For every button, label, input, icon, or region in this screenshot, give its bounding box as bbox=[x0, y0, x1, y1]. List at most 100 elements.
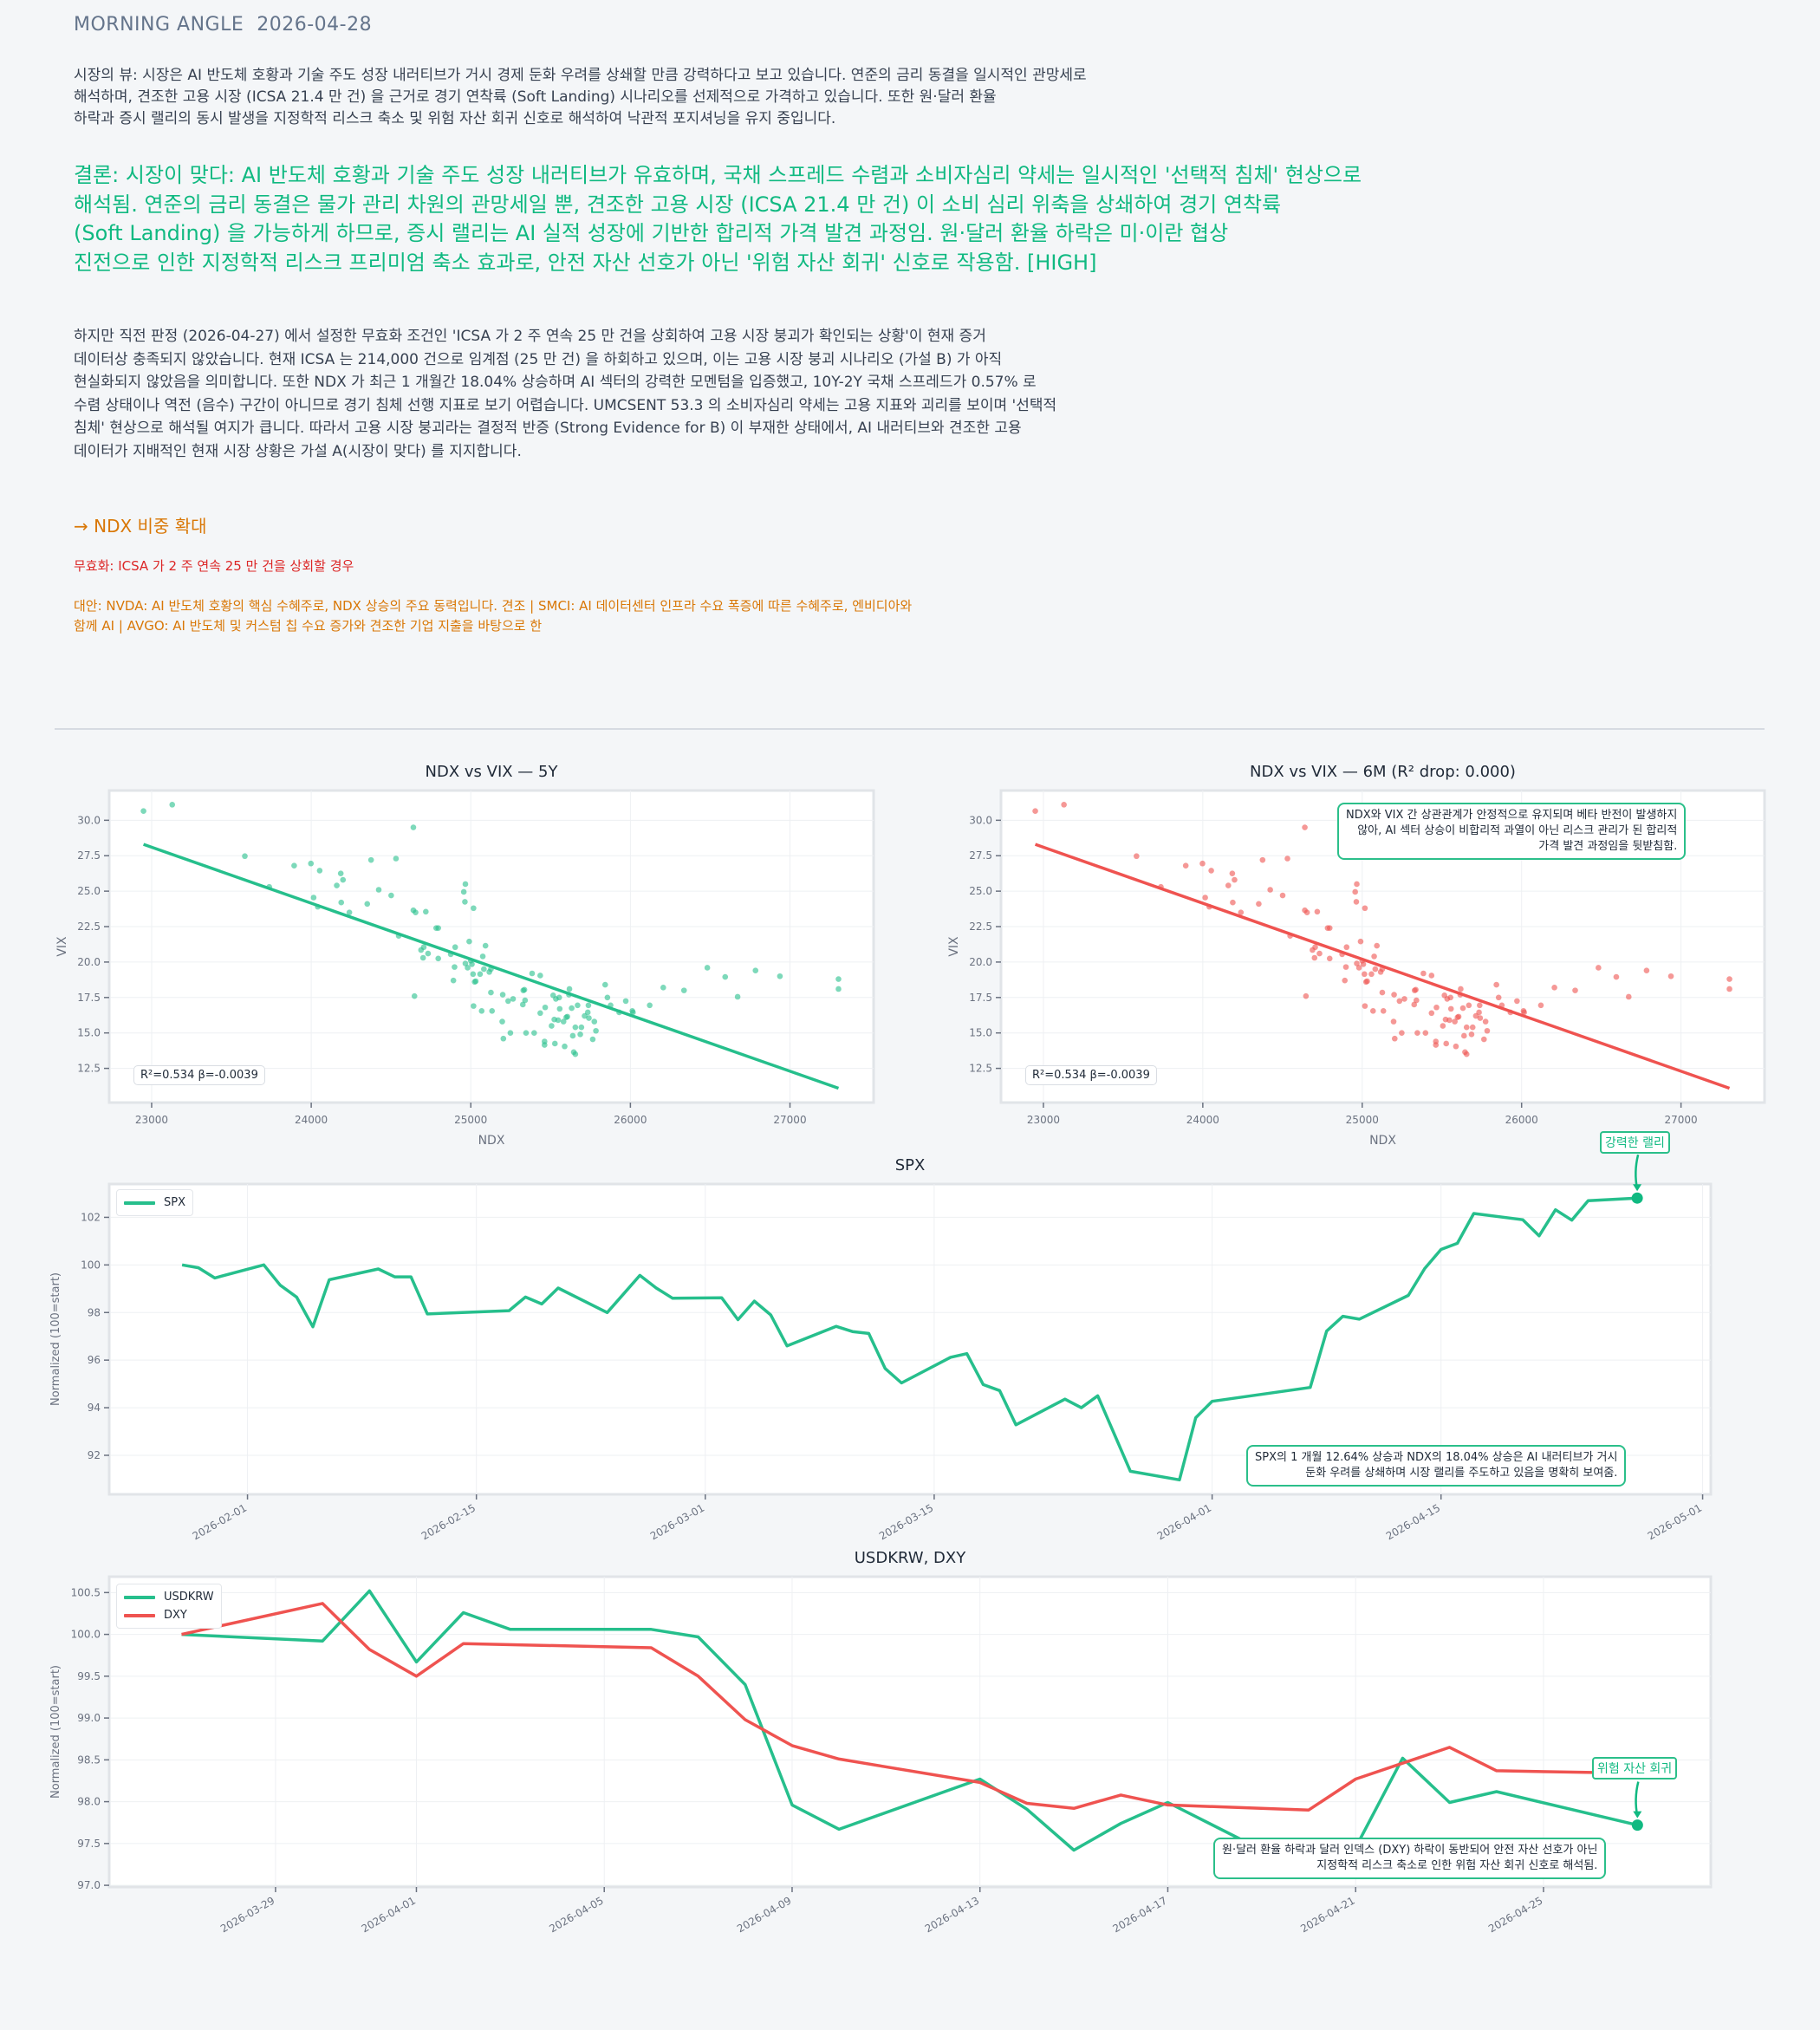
scatter-point bbox=[334, 882, 340, 888]
scatter-point bbox=[308, 860, 315, 867]
y-axis-label: VIX bbox=[947, 936, 961, 957]
scatter-point bbox=[578, 1024, 585, 1031]
scatter-point bbox=[507, 1030, 514, 1036]
y-tick-label: 27.5 bbox=[969, 849, 992, 862]
y-tick-label: 99.5 bbox=[77, 1670, 101, 1682]
scatter-point bbox=[604, 994, 611, 1001]
y-tick-label: 20.0 bbox=[77, 956, 101, 968]
scatter-point bbox=[479, 953, 486, 960]
x-tick-label: 2026-04-01 bbox=[360, 1894, 418, 1935]
scatter-point bbox=[589, 1036, 596, 1043]
annotation-line: 지정학적 리스크 축소로 인한 위험 자산 회귀 신호로 해석됨. bbox=[1316, 1859, 1598, 1872]
scatter-point bbox=[499, 1018, 505, 1025]
x-tick-label: 27000 bbox=[773, 1114, 806, 1126]
scatter-point bbox=[577, 1031, 583, 1038]
scatter-point bbox=[556, 1005, 563, 1012]
spx-annotation: SPX의 1 개월 12.64% 상승과 NDX의 18.04% 상승은 AI … bbox=[1246, 1445, 1627, 1487]
legend-label: SPX bbox=[164, 1196, 185, 1209]
scatter-point bbox=[521, 986, 528, 993]
conclusion-paragraph: 결론: 시장이 맞다: AI 반도체 호황과 기술 주도 성장 내러티브가 유효… bbox=[74, 161, 1362, 277]
scatter-point bbox=[505, 998, 511, 1005]
scatter-point bbox=[1238, 909, 1245, 915]
scatter-point bbox=[1413, 986, 1419, 993]
y-axis-label: Normalized (100=start) bbox=[49, 1272, 62, 1406]
scatter-point bbox=[1391, 1035, 1398, 1042]
plot-area bbox=[107, 1575, 1713, 1889]
scatter-point bbox=[1443, 1040, 1450, 1047]
scatter-point bbox=[1596, 965, 1602, 971]
scatter-point bbox=[1134, 853, 1140, 860]
scatter-point bbox=[1364, 978, 1370, 985]
y-tick-label: 97.5 bbox=[77, 1838, 101, 1850]
x-tick-label: 2026-02-15 bbox=[419, 1501, 478, 1542]
market-view-paragraph: 시장의 뷰: 시장은 AI 반도체 호황과 기술 주도 성장 내러티브가 거시 … bbox=[74, 65, 1087, 130]
scatter-point bbox=[1362, 1003, 1368, 1009]
scatter-point bbox=[630, 1009, 636, 1016]
scatter-point bbox=[1411, 1001, 1418, 1008]
y-tick-label: 15.0 bbox=[77, 1027, 101, 1039]
scatter-point bbox=[1326, 955, 1333, 962]
scatter-point bbox=[337, 870, 344, 876]
spx-marker-label: 강력한 랠리 bbox=[1600, 1131, 1670, 1154]
scatter-point bbox=[1461, 1032, 1467, 1039]
scatter-point bbox=[1380, 1008, 1387, 1014]
scatter-point bbox=[466, 938, 472, 945]
scatter-point bbox=[584, 1009, 591, 1016]
plot-area bbox=[107, 789, 875, 1104]
x-tick-label: 2026-03-15 bbox=[877, 1501, 935, 1542]
scatter-point bbox=[564, 1013, 570, 1020]
y-tick-label: 98.5 bbox=[77, 1753, 101, 1766]
scatter-point bbox=[1343, 944, 1350, 951]
scatter-point bbox=[569, 1032, 576, 1039]
x-axis-label: NDX bbox=[478, 1134, 505, 1148]
market-view-line: 해석하며, 견조한 고용 시장 (ICSA 21.4 만 건) 을 근거로 경기… bbox=[74, 88, 997, 106]
scatter-point bbox=[488, 989, 494, 996]
y-tick-label: 25.0 bbox=[77, 885, 101, 897]
reasoning-line: 데이터상 충족되지 않았습니다. 현재 ICSA 는 214,000 건으로 임… bbox=[74, 350, 1003, 368]
y-tick-label: 25.0 bbox=[969, 885, 992, 897]
y-tick-label: 15.0 bbox=[969, 1027, 992, 1039]
scatter-point bbox=[472, 978, 479, 985]
scatter-point bbox=[1032, 808, 1038, 815]
spx-legend: SPX bbox=[116, 1189, 193, 1216]
x-tick-label: 2026-03-01 bbox=[648, 1501, 706, 1542]
scatter-point bbox=[425, 950, 432, 957]
scatter-point bbox=[1314, 908, 1321, 915]
scatter-point bbox=[435, 925, 441, 931]
scatter-point bbox=[1316, 950, 1323, 957]
scatter-point bbox=[413, 909, 419, 915]
scatter-point bbox=[1463, 1024, 1470, 1031]
scatter-point bbox=[1401, 996, 1407, 1002]
scatter-point bbox=[1440, 1023, 1446, 1029]
scatter-point bbox=[1353, 899, 1360, 905]
scatter-point bbox=[471, 905, 477, 912]
scatter-point bbox=[1643, 967, 1650, 974]
scatter-point bbox=[1625, 993, 1632, 1000]
y-tick-label: 22.5 bbox=[77, 921, 101, 933]
y-tick-label: 92 bbox=[88, 1449, 101, 1461]
scatter-point bbox=[1279, 892, 1286, 899]
x-tick-label: 2026-04-05 bbox=[547, 1894, 605, 1935]
scatter-point bbox=[1267, 887, 1273, 893]
fx-legend: USDKRW DXY bbox=[116, 1584, 222, 1629]
x-tick-label: 26000 bbox=[614, 1114, 647, 1126]
regression-line bbox=[143, 843, 840, 1090]
scatter-point bbox=[462, 960, 469, 966]
legend-item-dxy: DXY bbox=[124, 1606, 214, 1624]
scatter-point bbox=[1414, 1030, 1420, 1036]
legend-swatch bbox=[124, 1200, 155, 1205]
x-tick-label: 24000 bbox=[1186, 1114, 1219, 1126]
x-tick-label: 25000 bbox=[1346, 1114, 1379, 1126]
alternatives-line: 함께 AI | AVGO: AI 반도체 및 커스텀 칩 수요 증가와 견조한 … bbox=[74, 618, 543, 634]
x-tick-label: 25000 bbox=[454, 1114, 487, 1126]
scatter-point bbox=[1468, 1031, 1475, 1038]
scatter-point bbox=[1480, 1036, 1487, 1043]
scatter-point bbox=[500, 1035, 507, 1042]
scatter-point bbox=[575, 1002, 581, 1009]
x-tick-label: 2026-03-29 bbox=[218, 1894, 276, 1935]
scatter-point bbox=[1414, 997, 1420, 1004]
scatter-point bbox=[510, 996, 517, 1002]
reasoning-line: 하지만 직전 판정 (2026-04-27) 에서 설정한 무효화 조건인 'I… bbox=[74, 328, 986, 345]
reasoning-line: 침체' 현상으로 해석될 여지가 큽니다. 따라서 고용 시장 붕괴라는 결정적… bbox=[74, 420, 1022, 437]
scatter-5y-stats-box: R²=0.534 β=-0.0039 bbox=[133, 1065, 265, 1085]
